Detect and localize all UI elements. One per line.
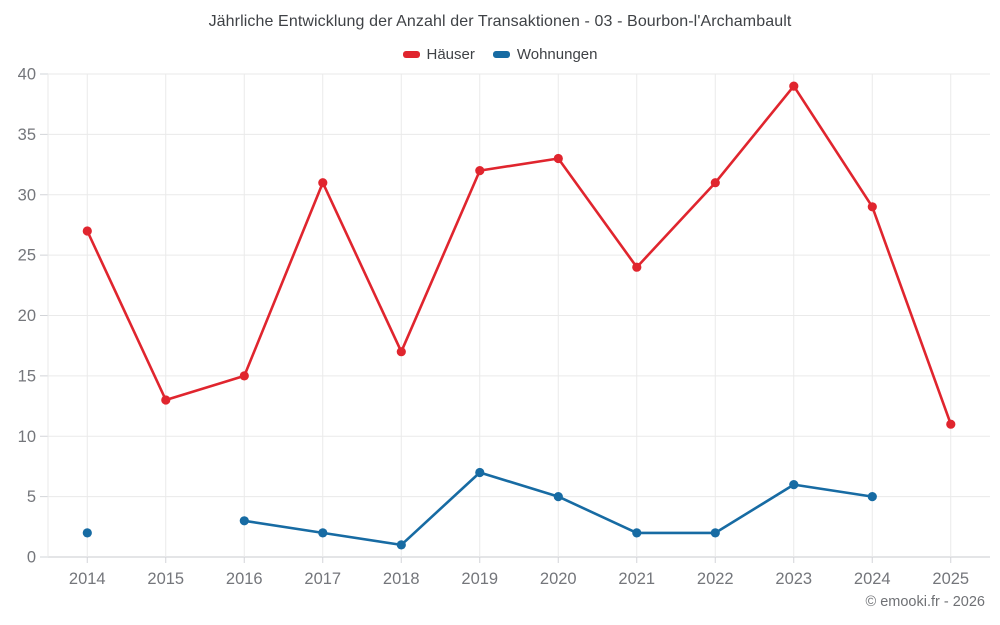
svg-text:2019: 2019 [461, 570, 498, 588]
svg-text:10: 10 [18, 428, 36, 446]
chart-title: Jährliche Entwicklung der Anzahl der Tra… [208, 13, 792, 30]
legend-item-haeuser[interactable]: Häuser [402, 46, 475, 63]
legend-label-wohnungen: Wohnungen [516, 46, 598, 63]
svg-text:2015: 2015 [147, 570, 184, 588]
svg-text:0: 0 [27, 549, 36, 567]
legend-label-haeuser: Häuser [426, 46, 475, 63]
legend-swatch-wohnungen-icon [492, 51, 510, 58]
svg-text:2022: 2022 [697, 570, 734, 588]
svg-text:2021: 2021 [618, 570, 655, 588]
svg-text:5: 5 [27, 488, 36, 506]
svg-text:2020: 2020 [540, 570, 577, 588]
legend: Häuser Wohnungen [0, 46, 1000, 63]
svg-text:40: 40 [18, 66, 36, 84]
svg-text:15: 15 [18, 367, 36, 385]
legend-item-wohnungen[interactable]: Wohnungen [492, 46, 598, 63]
svg-text:2014: 2014 [69, 570, 106, 588]
svg-text:20: 20 [18, 307, 36, 325]
copyright: © emooki.fr - 2026 [865, 594, 985, 610]
svg-text:2023: 2023 [775, 570, 812, 588]
svg-text:2017: 2017 [304, 570, 341, 588]
svg-text:2024: 2024 [854, 570, 891, 588]
svg-text:35: 35 [18, 126, 36, 144]
svg-text:2016: 2016 [226, 570, 263, 588]
legend-swatch-haeuser-icon [402, 51, 420, 58]
svg-text:2025: 2025 [932, 570, 969, 588]
svg-text:30: 30 [18, 186, 36, 204]
svg-text:2018: 2018 [383, 570, 420, 588]
svg-text:25: 25 [18, 247, 36, 265]
